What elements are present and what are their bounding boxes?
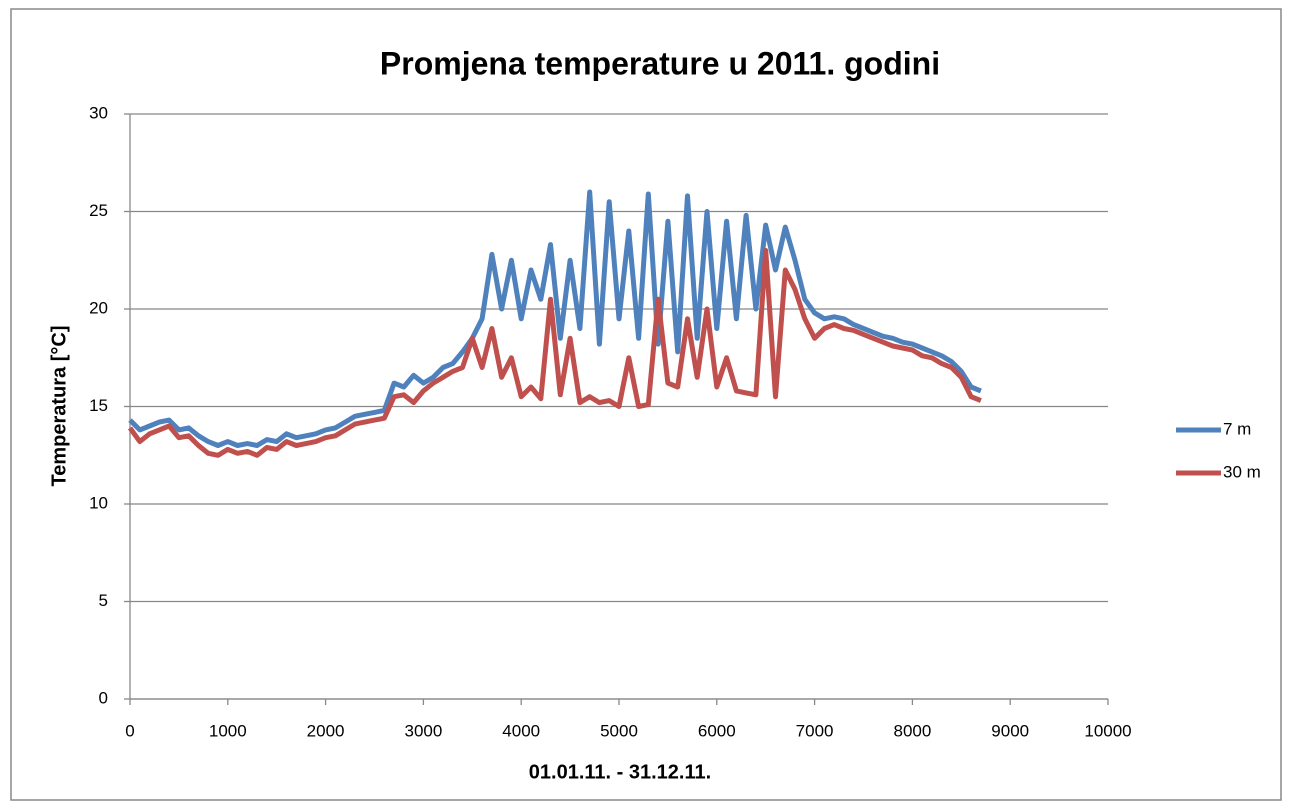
y-tick-label: 0 bbox=[99, 688, 108, 707]
x-tick-label: 10000 bbox=[1084, 721, 1131, 740]
series-line bbox=[128, 189, 982, 448]
x-tick-label: 7000 bbox=[796, 721, 834, 740]
y-axis-label: Temperatura [°C] bbox=[48, 326, 70, 487]
y-tick-label: 25 bbox=[89, 201, 108, 220]
x-axis-label: 01.01.11. - 31.12.11. bbox=[529, 761, 711, 783]
y-tick-label: 20 bbox=[89, 298, 108, 317]
y-tick-label: 10 bbox=[89, 493, 108, 512]
y-tick-label: 30 bbox=[89, 103, 108, 122]
x-tick-label: 4000 bbox=[502, 721, 540, 740]
x-tick-label: 3000 bbox=[404, 721, 442, 740]
y-tick-label: 15 bbox=[89, 396, 108, 415]
x-tick-label: 2000 bbox=[307, 721, 345, 740]
x-tick-label: 8000 bbox=[893, 721, 931, 740]
x-tick-label: 5000 bbox=[600, 721, 638, 740]
x-tick-label: 1000 bbox=[209, 721, 247, 740]
y-tick-label: 5 bbox=[99, 591, 108, 610]
x-tick-label: 9000 bbox=[991, 721, 1029, 740]
legend-label: 7 m bbox=[1223, 419, 1251, 438]
x-tick-label: 0 bbox=[125, 721, 134, 740]
x-tick-label: 6000 bbox=[698, 721, 736, 740]
legend-label: 30 m bbox=[1223, 462, 1261, 481]
chart-title: Promjena temperature u 2011. godini bbox=[380, 45, 940, 81]
series-line bbox=[127, 248, 982, 458]
